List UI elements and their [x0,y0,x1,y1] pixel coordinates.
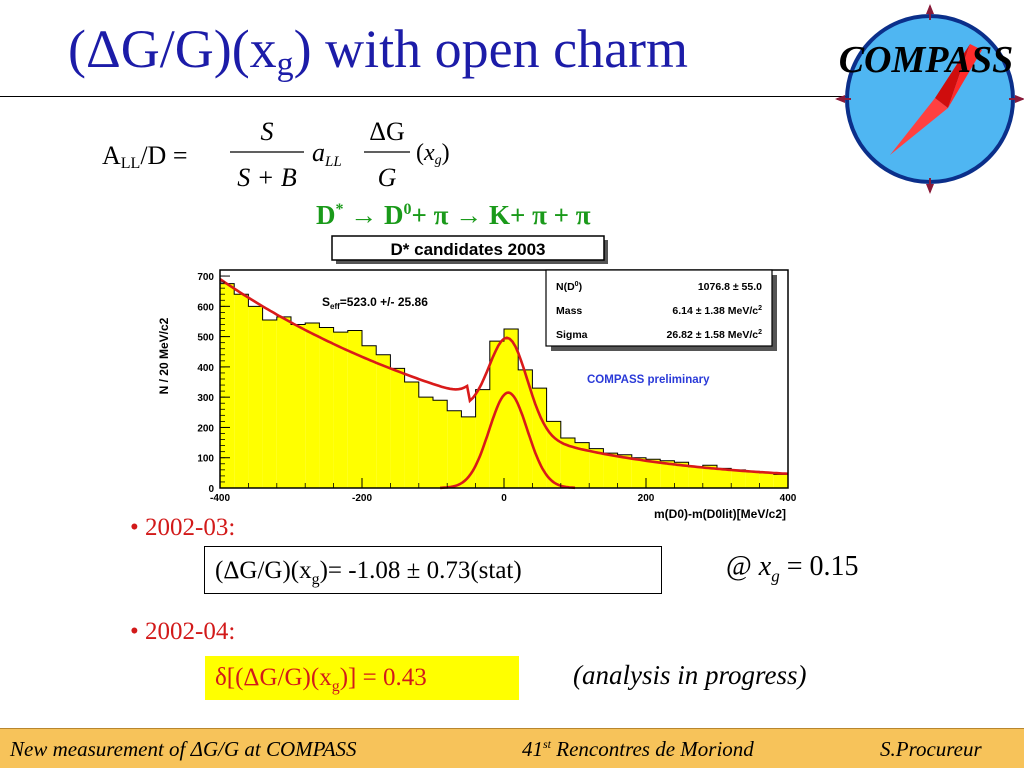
y-tick-label: 300 [197,393,214,404]
histogram-bar [589,448,604,488]
histogram-bar [220,283,235,488]
x-tick-label: -200 [352,493,372,504]
histogram-bar [674,462,689,488]
histogram-bar [717,468,732,488]
histogram-bar [731,469,746,488]
fit-param-name: N(D0) [556,281,582,293]
histogram-bar [319,327,334,488]
x-axis-label: m(D0)-m(D0lit)[MeV/c2] [654,507,786,521]
histogram-bar [248,306,263,488]
svg-text:ALL/D =: ALL/D = [102,141,188,172]
y-tick-label: 0 [208,484,214,495]
histogram-bar [773,474,788,488]
histogram-bar [418,397,433,488]
histogram-bar [617,454,632,488]
svg-text:aLL: aLL [312,138,342,170]
fit-total-curve [219,278,789,476]
bullet-2002-03: • 2002-03: [130,514,236,541]
y-axis-label: N / 20 MeV/c2 [157,317,171,394]
histogram-bar [447,410,462,488]
histogram-bar [489,341,504,488]
histogram-bar [603,453,618,488]
slide-title: (ΔG/G)(xg) with open charm [68,19,689,83]
analysis-note: (analysis in progress) [573,660,807,690]
histogram-bar [433,400,448,488]
result-2002-04-highlight: δ[(ΔG/G)(xg)] = 0.43 [205,656,519,700]
x-tick-label: 400 [780,493,797,504]
histogram-bar [276,316,291,488]
footer-author: S.Procureur [880,737,982,761]
histogram-bar [575,442,590,488]
histogram-bar [702,465,717,488]
histogram-bar [347,330,362,488]
d-star-histogram: D* candidates 2003 N / 20 MeV/c2 m(D0)-m… [157,235,797,521]
histogram-bar [475,389,490,488]
svg-text:G: G [378,163,397,192]
decay-chain: D* → D0+ π → K+ π + π [316,200,591,230]
fit-param-value: 26.82 ± 1.58 MeV/c2 [667,329,763,341]
y-tick-label: 500 [197,333,214,344]
footer-bar: New measurement of ΔG/G at COMPASS 41st … [0,728,1024,768]
histogram-bar [646,459,661,488]
histogram-bar [745,471,760,488]
svg-text:S + B: S + B [237,163,297,192]
fit-param-value: 1076.8 ± 55.0 [698,281,762,293]
histogram-bar [504,329,519,488]
histogram-bar [560,438,575,488]
preliminary-label: COMPASS preliminary [587,374,710,386]
logo-text: COMPASS [839,39,1014,81]
histogram-bar [759,472,774,488]
y-tick-label: 400 [197,363,214,374]
y-tick-label: 200 [197,423,214,434]
chart-title-box [331,235,605,261]
fit-param-name: Sigma [556,329,588,341]
histogram-bar [660,460,675,488]
xg-condition: @ xg = 0.15 [726,551,859,586]
histogram-bar [262,319,277,488]
histogram-bar [631,457,646,488]
x-tick-label: 200 [638,493,655,504]
bullet-2002-04: • 2002-04: [130,618,236,645]
svg-text:(xg): (xg) [416,140,450,168]
histogram-bar [234,294,249,488]
compass-logo: COMPASS [835,4,1024,194]
x-tick-label: 0 [501,493,507,504]
histogram-bar [404,382,419,488]
fit-param-name: Mass [556,305,582,317]
histogram-bar [390,368,405,488]
y-tick-label: 600 [197,302,214,313]
s-eff-annotation: Seff=523.0 +/- 25.86 [322,295,428,311]
histogram-bar [333,332,348,488]
histogram-bar [376,354,391,488]
histogram-bar [518,369,533,488]
asymmetry-formula: ALL/D = S S + B aLL ΔG G (xg) [102,117,450,192]
title-rule [0,96,848,97]
svg-text:ΔG: ΔG [369,117,405,146]
svg-text:S: S [261,117,274,146]
histogram-bar [532,388,547,488]
histogram-bar [305,322,320,488]
chart-title: D* candidates 2003 [391,240,546,259]
y-tick-label: 700 [197,272,214,283]
x-tick-label: -400 [210,493,230,504]
footer-conference: 41st Rencontres de Moriond [522,737,754,761]
fit-param-value: 6.14 ± 1.38 MeV/c2 [672,305,762,317]
fit-results-box [545,269,773,347]
histogram-bar [688,466,703,488]
y-tick-label: 100 [197,454,214,465]
histogram-bar [546,421,561,488]
fit-signal-curve [440,391,576,490]
result-2002-03-box: (ΔG/G)(xg)= -1.08 ± 0.73(stat) [204,546,662,594]
histogram-bar [362,345,377,488]
histogram-bar [291,324,306,488]
footer-talk-title: New measurement of ΔG/G at COMPASS [10,737,357,761]
